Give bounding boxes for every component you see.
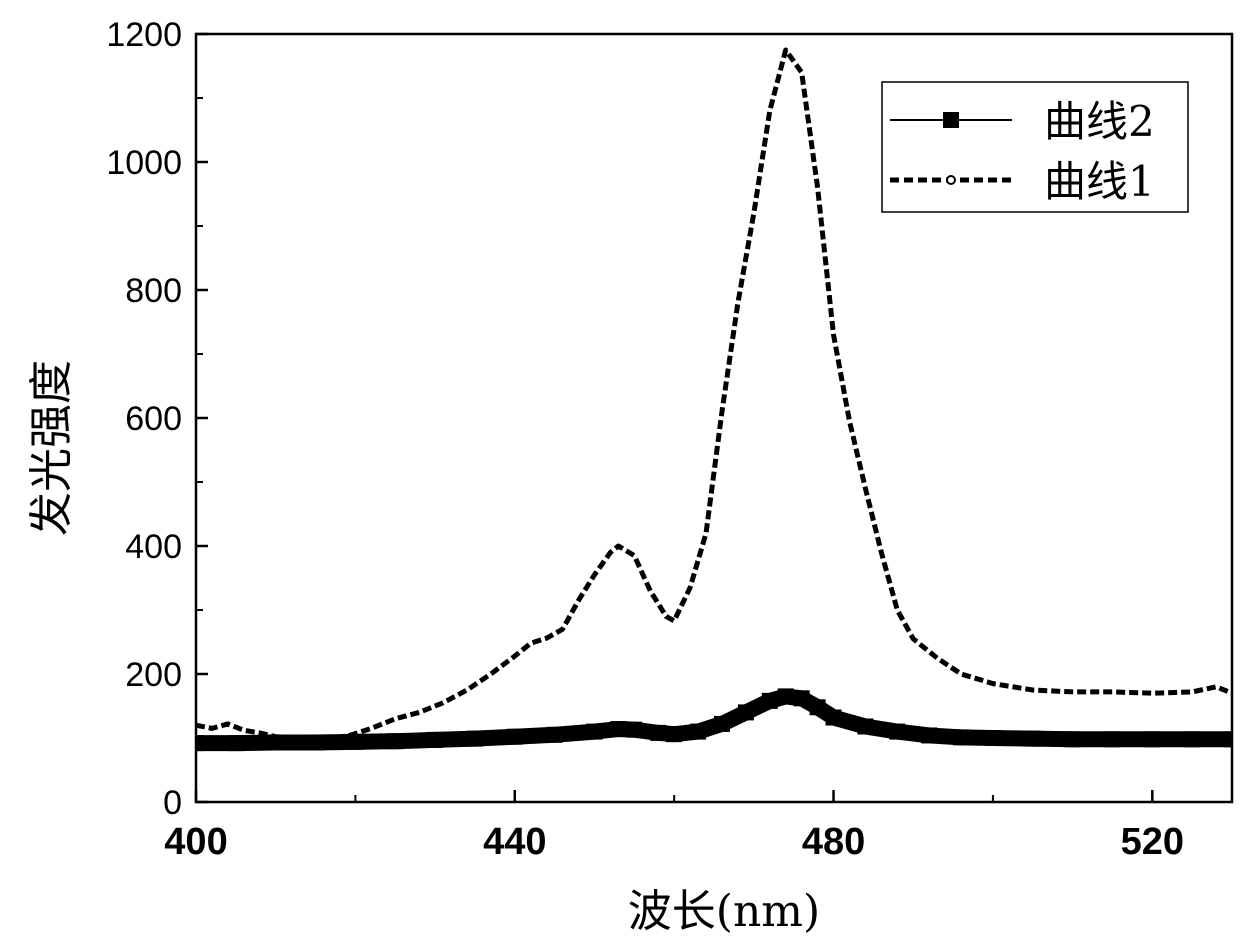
x-tick-label: 480	[802, 821, 865, 863]
y-tick-label: 400	[125, 528, 182, 566]
x-tick-label: 440	[483, 821, 546, 863]
y-tick-label: 600	[125, 400, 182, 438]
series-curve-2-marker	[196, 735, 204, 752]
legend-box	[881, 81, 1189, 213]
series-curve-2-marker	[610, 721, 627, 738]
series-curve-2-marker	[761, 692, 778, 709]
legend-label-curve-1: 曲线1	[1044, 157, 1155, 206]
y-axis-title: 发光强度	[26, 360, 77, 536]
series-curve-2-marker	[666, 726, 683, 743]
y-tick-label: 800	[125, 272, 182, 310]
series-curve-2-marker	[953, 729, 970, 746]
series-curve-2-marker	[1104, 731, 1121, 748]
series-curve-2-marker	[889, 723, 906, 740]
series-curve-2-marker	[387, 733, 404, 750]
x-axis-title: 波长(nm)	[628, 886, 820, 937]
y-tick-label: 1000	[106, 144, 182, 182]
series-curve-2-marker	[1064, 731, 1081, 748]
series-curve-2-marker	[921, 727, 938, 744]
legend-curve-2-marker	[943, 112, 959, 128]
series-curve-2-marker	[690, 723, 707, 740]
legend-label-curve-2: 曲线2	[1044, 97, 1155, 146]
y-tick-label: 0	[163, 784, 182, 822]
series-layer	[196, 47, 1232, 752]
y-tick-label: 200	[125, 656, 182, 694]
series-curve-2-marker	[586, 723, 603, 740]
series-curve-2-marker	[1184, 731, 1201, 748]
legend-curve-1-marker	[946, 175, 956, 185]
x-tick-label: 400	[164, 821, 227, 863]
ticks-layer	[194, 32, 1154, 804]
series-curve-1-line	[196, 47, 1232, 742]
series-curve-2-marker	[506, 728, 523, 745]
series-curve-2-marker	[466, 730, 483, 747]
series-curve-2-marker	[1224, 731, 1232, 748]
series-curve-2-marker	[546, 726, 563, 743]
series-curve-2-marker	[825, 709, 842, 726]
series-curve-2-marker	[227, 735, 244, 752]
series-curve-2-marker	[1024, 730, 1041, 747]
tick-labels-layer: 0 200 400 600 800 1000 1200 400 440 480 520	[106, 16, 1184, 863]
series-curve-2-marker	[809, 699, 826, 716]
series-curve-2-marker	[984, 730, 1001, 746]
series-curve-2-marker	[737, 704, 754, 721]
series-curve-2-marker	[793, 690, 810, 707]
series-curve-2-marker	[713, 715, 730, 732]
series-curve-2-marker	[650, 724, 667, 741]
series-curve-2-marker	[777, 688, 794, 705]
y-tick-label: 1200	[106, 16, 182, 54]
series-curve-2-marker	[347, 733, 364, 750]
series-curve-2-line	[196, 688, 1232, 752]
series-curve-2-marker	[427, 731, 444, 748]
series-curve-2-marker	[857, 718, 874, 735]
series-curve-2-marker	[1144, 731, 1161, 748]
x-tick-label: 520	[1121, 821, 1184, 863]
series-curve-2-marker	[626, 721, 643, 738]
